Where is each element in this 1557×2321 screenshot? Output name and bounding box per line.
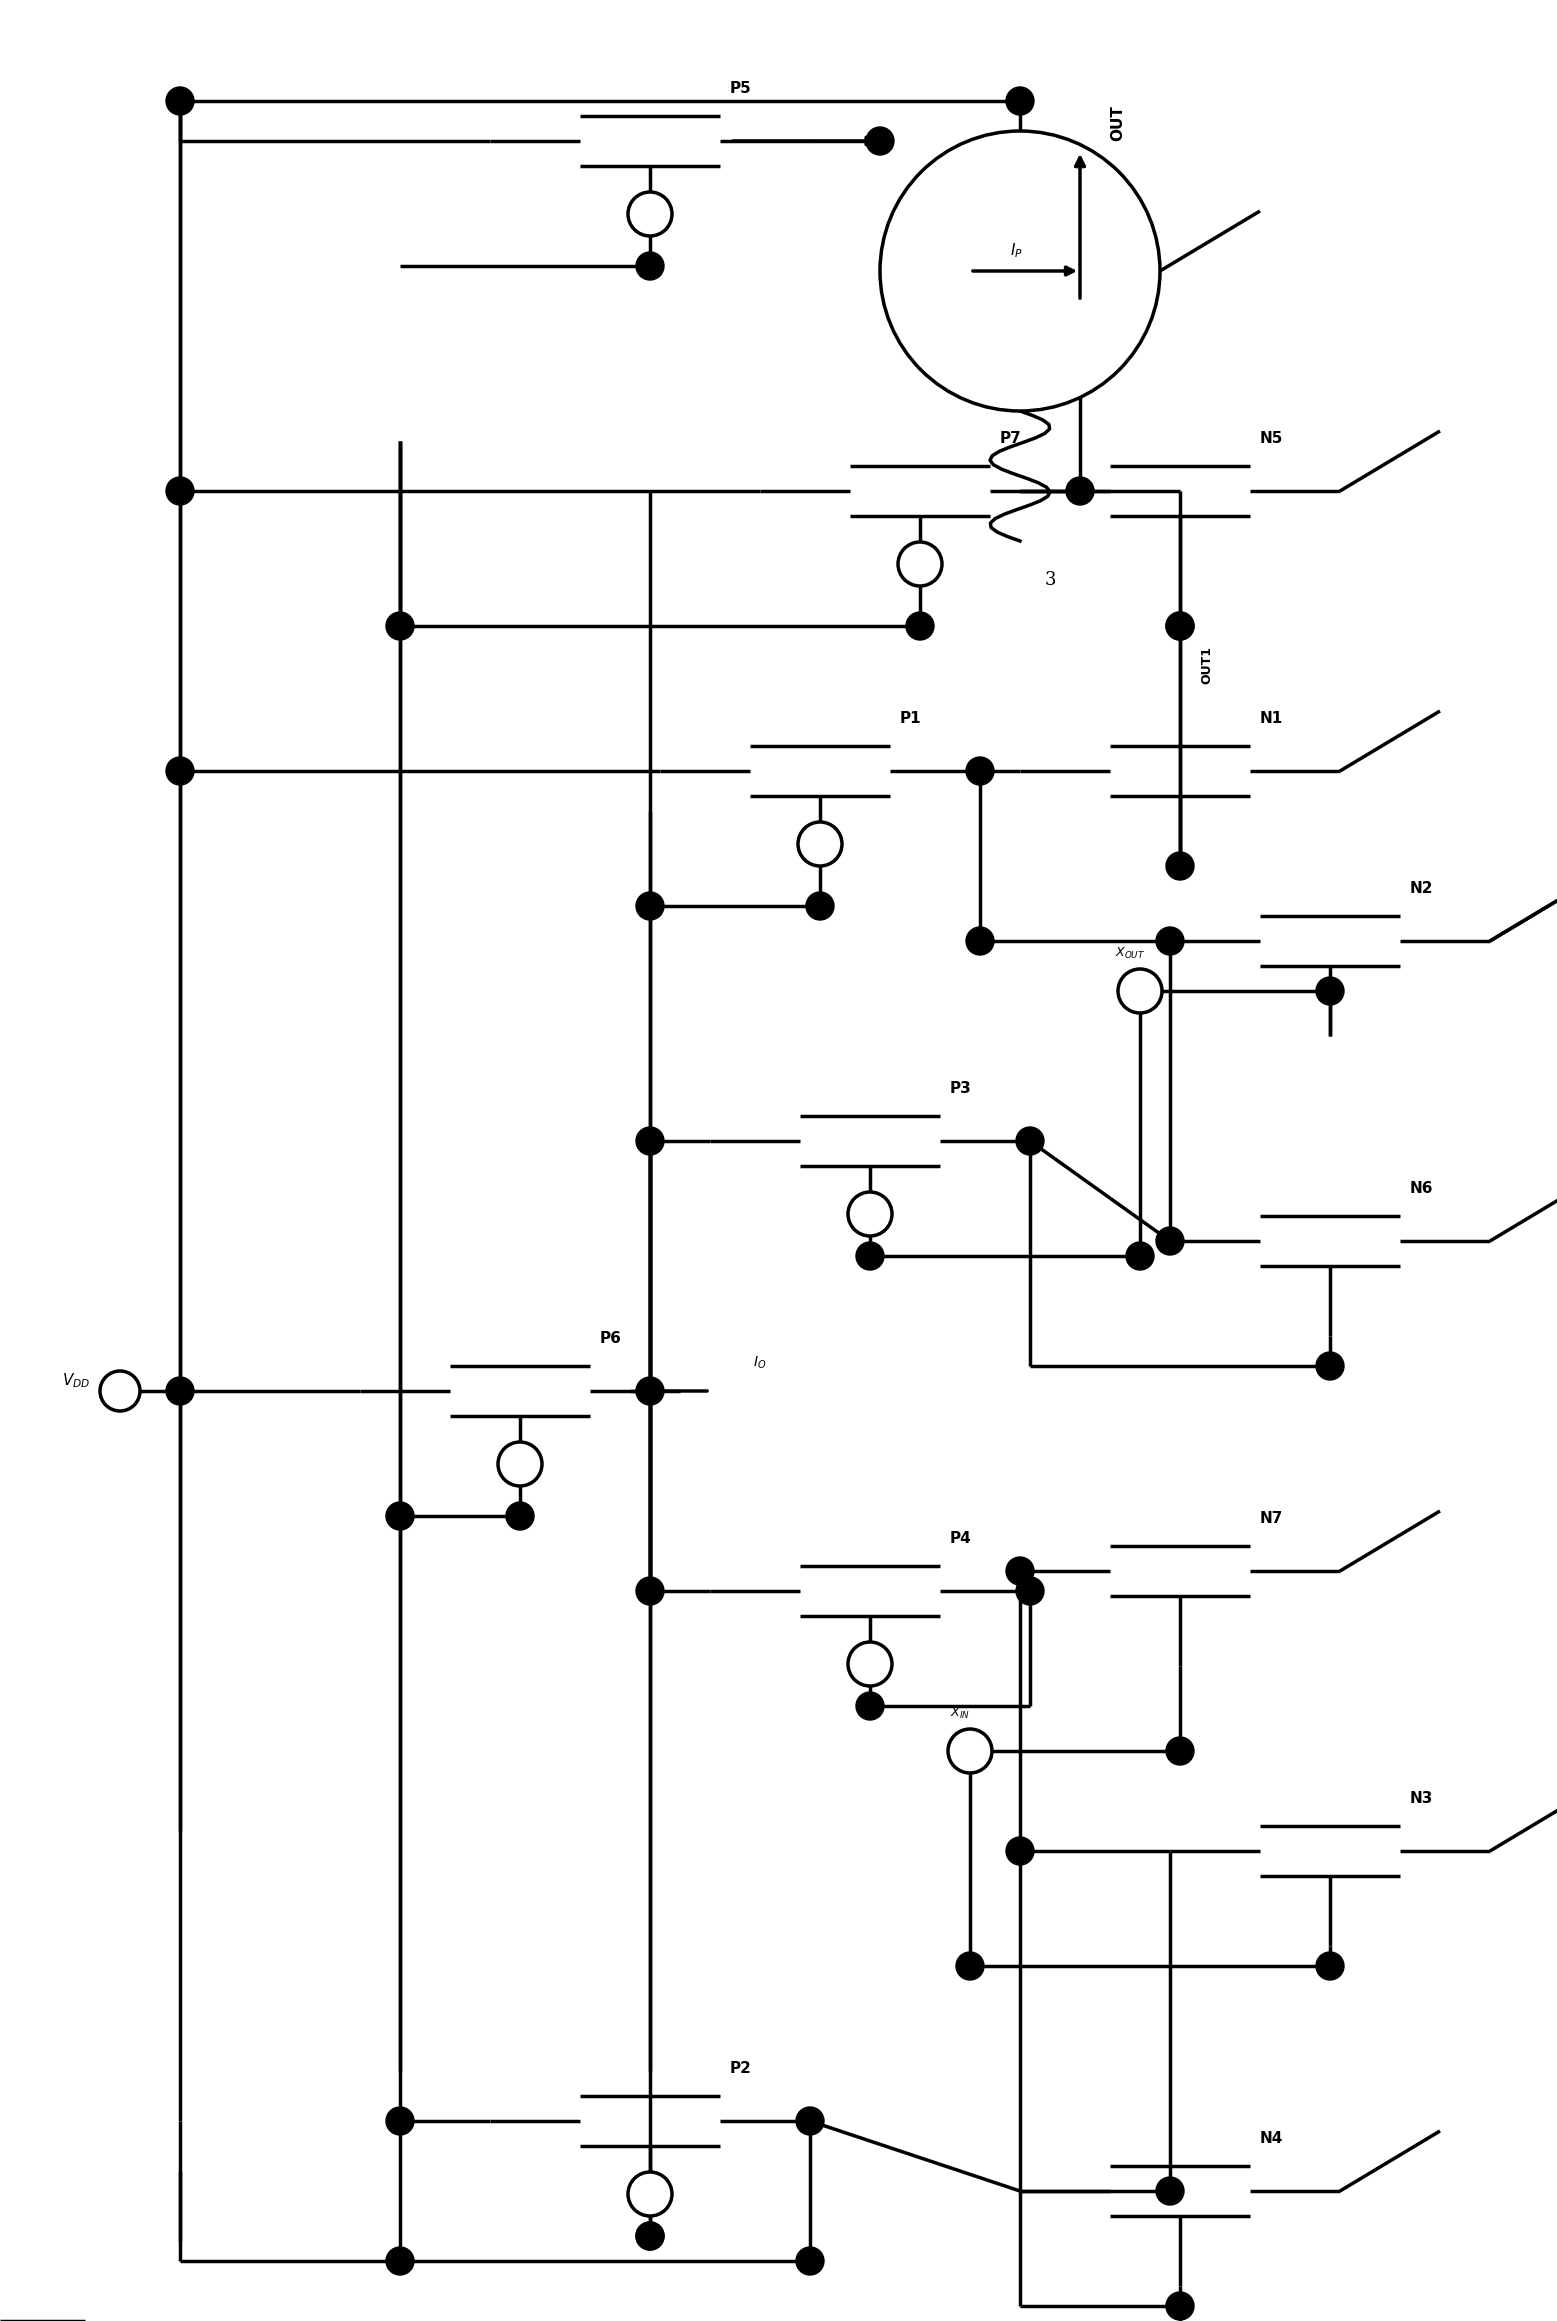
Circle shape <box>627 2172 673 2217</box>
Circle shape <box>807 891 835 919</box>
Circle shape <box>1155 1228 1183 1256</box>
Text: $V_{DD}$: $V_{DD}$ <box>62 1372 90 1390</box>
Text: $X_{IN}$: $X_{IN}$ <box>950 1706 970 1720</box>
Text: P3: P3 <box>950 1082 972 1096</box>
Circle shape <box>506 1502 534 1530</box>
Text: $X_{OUT}$: $X_{OUT}$ <box>1115 947 1144 961</box>
Circle shape <box>1166 2293 1194 2321</box>
Circle shape <box>796 2247 824 2275</box>
Circle shape <box>167 1376 195 1404</box>
Circle shape <box>498 1441 542 1485</box>
Circle shape <box>386 613 414 641</box>
Text: P2: P2 <box>730 2061 752 2075</box>
Circle shape <box>906 613 934 641</box>
Circle shape <box>1126 1242 1154 1270</box>
Text: P5: P5 <box>730 81 752 95</box>
Circle shape <box>849 1641 892 1685</box>
Circle shape <box>635 1128 663 1156</box>
Circle shape <box>167 86 195 116</box>
Circle shape <box>1017 1576 1045 1606</box>
Text: OUT1: OUT1 <box>1200 645 1213 685</box>
Text: P6: P6 <box>599 1330 621 1346</box>
Circle shape <box>635 1576 663 1606</box>
Circle shape <box>1166 613 1194 641</box>
Text: N3: N3 <box>1411 1792 1434 1806</box>
Text: N7: N7 <box>1260 1511 1283 1525</box>
Circle shape <box>100 1372 140 1411</box>
Text: P1: P1 <box>900 710 922 726</box>
Text: N2: N2 <box>1411 882 1434 896</box>
Circle shape <box>635 1376 663 1404</box>
Circle shape <box>898 543 942 585</box>
Circle shape <box>1006 86 1034 116</box>
Circle shape <box>866 128 894 156</box>
Circle shape <box>1166 613 1194 641</box>
Text: N5: N5 <box>1260 432 1283 446</box>
Circle shape <box>1316 1952 1344 1980</box>
Text: N4: N4 <box>1260 2131 1283 2147</box>
Circle shape <box>948 1729 992 1773</box>
Circle shape <box>1118 968 1162 1012</box>
Circle shape <box>1155 2177 1183 2205</box>
Circle shape <box>1155 926 1183 954</box>
Circle shape <box>1166 852 1194 880</box>
Circle shape <box>965 757 993 784</box>
Circle shape <box>1067 478 1095 506</box>
Circle shape <box>956 1952 984 1980</box>
Circle shape <box>386 2247 414 2275</box>
Circle shape <box>856 1242 884 1270</box>
Circle shape <box>1006 1557 1034 1585</box>
Circle shape <box>386 1502 414 1530</box>
Circle shape <box>880 130 1160 411</box>
Text: N1: N1 <box>1260 710 1283 726</box>
Text: $I_O$: $I_O$ <box>754 1355 766 1372</box>
Text: P7: P7 <box>1000 432 1021 446</box>
Circle shape <box>1017 1128 1045 1156</box>
Circle shape <box>635 891 663 919</box>
Circle shape <box>796 2107 824 2135</box>
Text: OUT: OUT <box>1110 104 1126 142</box>
Circle shape <box>627 193 673 237</box>
Circle shape <box>849 1193 892 1237</box>
Text: N6: N6 <box>1411 1181 1434 1195</box>
Circle shape <box>856 1692 884 1720</box>
Circle shape <box>965 926 993 954</box>
Circle shape <box>1006 1836 1034 1866</box>
Circle shape <box>635 2221 663 2249</box>
Circle shape <box>1166 1736 1194 1764</box>
Circle shape <box>1316 1353 1344 1381</box>
Circle shape <box>635 253 663 281</box>
Circle shape <box>167 478 195 506</box>
Circle shape <box>167 757 195 784</box>
Circle shape <box>635 2221 663 2249</box>
Circle shape <box>799 822 842 866</box>
Circle shape <box>386 2107 414 2135</box>
Text: $I_P$: $I_P$ <box>1010 241 1023 260</box>
Text: 3: 3 <box>1045 571 1056 590</box>
Text: P4: P4 <box>950 1532 972 1546</box>
Circle shape <box>1316 977 1344 1005</box>
